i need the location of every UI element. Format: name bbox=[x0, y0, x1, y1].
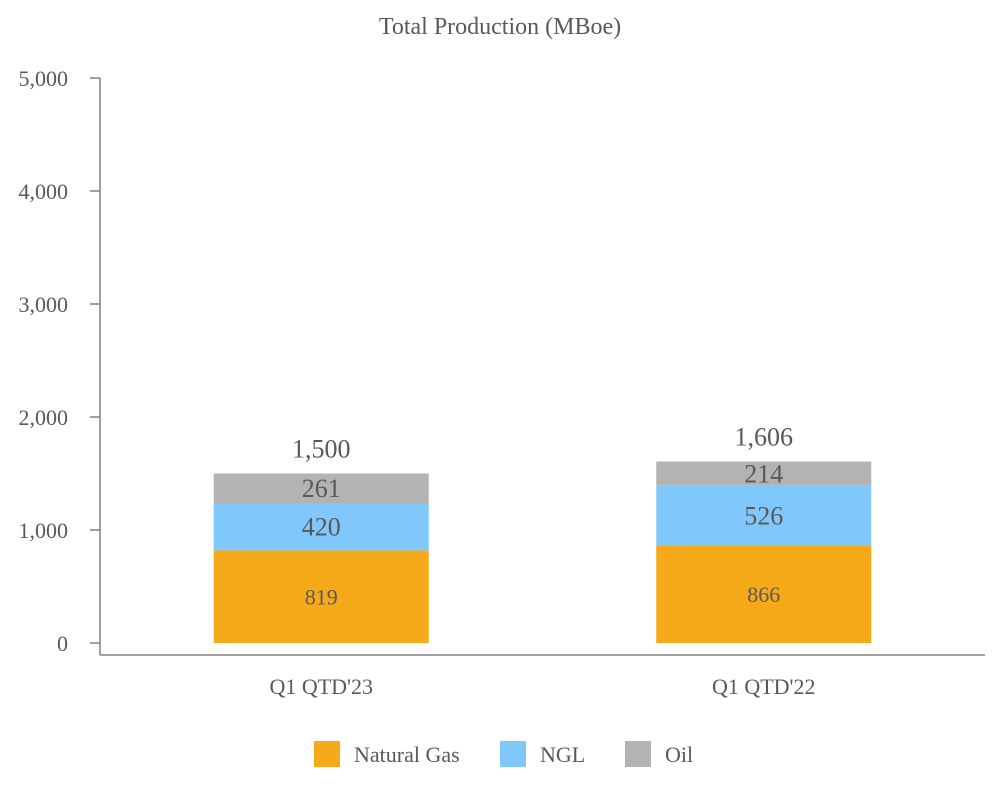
bar-value-label: 819 bbox=[305, 585, 338, 610]
x-tick-label: Q1 QTD'23 bbox=[269, 674, 373, 699]
legend: Natural Gas NGL Oil bbox=[314, 741, 693, 767]
bar-ngl bbox=[656, 485, 872, 546]
bars: 819 420 261 1,500 866 526 214 1,606 bbox=[213, 423, 872, 643]
bar-value-label: 866 bbox=[747, 582, 780, 607]
bar-value-label: 526 bbox=[744, 501, 783, 530]
bar-natural-gas bbox=[213, 550, 429, 643]
chart-title: Total Production (MBoe) bbox=[379, 14, 621, 40]
y-tick-label: 4,000 bbox=[19, 179, 69, 204]
x-tick-label: Q1 QTD'22 bbox=[712, 674, 816, 699]
legend-label: Oil bbox=[665, 742, 693, 767]
legend-label: NGL bbox=[540, 742, 585, 767]
y-tick-label: 1,000 bbox=[19, 518, 69, 543]
y-tick-label: 0 bbox=[57, 631, 68, 656]
legend-label: Natural Gas bbox=[354, 742, 460, 767]
y-tick-label: 3,000 bbox=[19, 292, 69, 317]
bar-oil bbox=[656, 461, 872, 486]
y-tick-label: 5,000 bbox=[19, 66, 69, 91]
bar-value-label: 214 bbox=[744, 460, 783, 489]
bar-value-label: 261 bbox=[302, 474, 341, 503]
bar-total-label: 1,500 bbox=[292, 435, 351, 464]
bar-natural-gas bbox=[656, 545, 872, 643]
legend-swatch-natural-gas bbox=[314, 741, 340, 767]
legend-swatch-oil bbox=[625, 741, 651, 767]
x-axis: Q1 QTD'23 Q1 QTD'22 bbox=[100, 654, 985, 699]
y-axis: 0 1,000 2,000 3,000 4,000 5,000 bbox=[19, 66, 101, 656]
y-tick-label: 2,000 bbox=[19, 405, 69, 430]
bar-value-label: 420 bbox=[302, 513, 341, 542]
bar-ngl bbox=[213, 502, 429, 551]
bar-oil bbox=[213, 473, 429, 503]
legend-swatch-ngl bbox=[500, 741, 526, 767]
bar-total-label: 1,606 bbox=[735, 423, 794, 452]
